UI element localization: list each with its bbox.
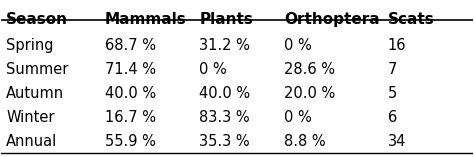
Text: 5: 5: [388, 86, 397, 101]
Text: 0 %: 0 %: [284, 38, 312, 53]
Text: 16: 16: [388, 38, 406, 53]
Text: Orthoptera: Orthoptera: [284, 12, 380, 27]
Text: Winter: Winter: [6, 110, 55, 125]
Text: Mammals: Mammals: [105, 12, 187, 27]
Text: 34: 34: [388, 134, 406, 149]
Text: 68.7 %: 68.7 %: [105, 38, 156, 53]
Text: 0 %: 0 %: [199, 62, 227, 77]
Text: 71.4 %: 71.4 %: [105, 62, 156, 77]
Text: Spring: Spring: [6, 38, 54, 53]
Text: 55.9 %: 55.9 %: [105, 134, 156, 149]
Text: 0 %: 0 %: [284, 110, 312, 125]
Text: 20.0 %: 20.0 %: [284, 86, 336, 101]
Text: 83.3 %: 83.3 %: [199, 110, 250, 125]
Text: Autumn: Autumn: [6, 86, 64, 101]
Text: Scats: Scats: [388, 12, 435, 27]
Text: 35.3 %: 35.3 %: [199, 134, 250, 149]
Text: 40.0 %: 40.0 %: [199, 86, 250, 101]
Text: Plants: Plants: [199, 12, 253, 27]
Text: 28.6 %: 28.6 %: [284, 62, 335, 77]
Text: Annual: Annual: [6, 134, 57, 149]
Text: Season: Season: [6, 12, 68, 27]
Text: 40.0 %: 40.0 %: [105, 86, 156, 101]
Text: 6: 6: [388, 110, 397, 125]
Text: 8.8 %: 8.8 %: [284, 134, 326, 149]
Text: Summer: Summer: [6, 62, 68, 77]
Text: 31.2 %: 31.2 %: [199, 38, 250, 53]
Text: 16.7 %: 16.7 %: [105, 110, 156, 125]
Text: 7: 7: [388, 62, 397, 77]
